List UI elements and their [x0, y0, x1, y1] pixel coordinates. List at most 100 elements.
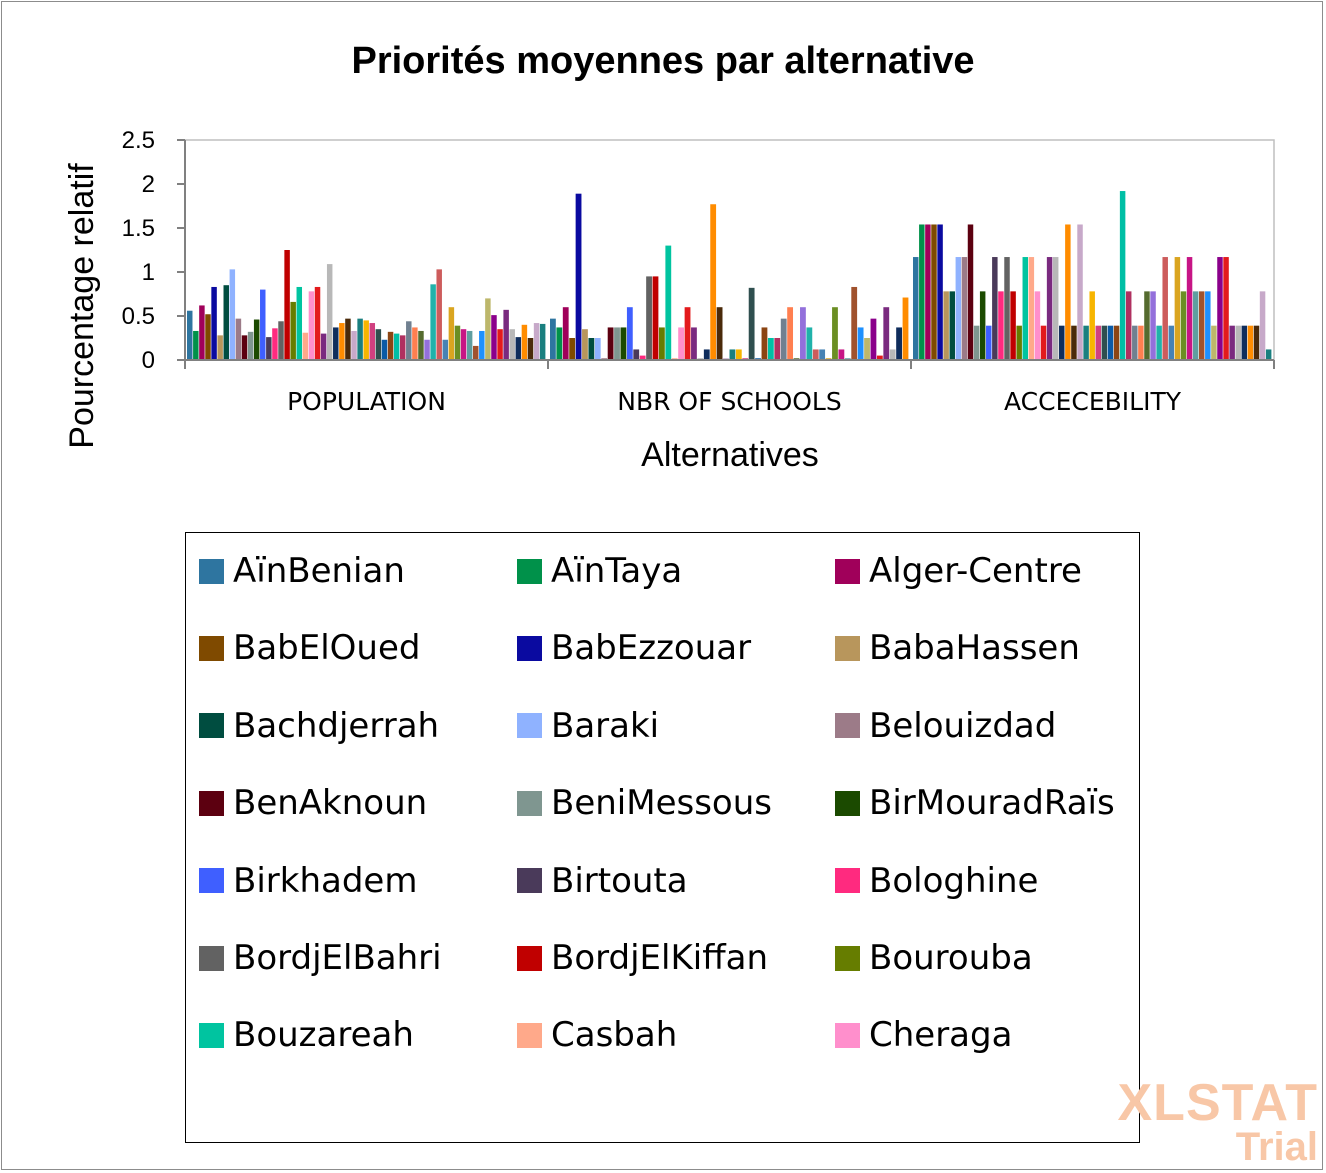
- bar-0-19: [302, 332, 309, 360]
- bar-2-2: [925, 224, 931, 360]
- bar-1-26: [716, 307, 723, 360]
- legend-label: Baraki: [551, 705, 660, 746]
- bar-1-36: [780, 318, 787, 360]
- bar-2-29: [1089, 291, 1095, 360]
- y-tick-label: 2: [142, 171, 155, 198]
- bar-0-13: [266, 337, 272, 360]
- bar-1-24: [703, 349, 710, 360]
- bar-1-29: [735, 349, 742, 360]
- bar-2-35: [1125, 291, 1132, 360]
- x-axis-ticks: POPULATION NBR OF SCHOOLS ACCECEBILITY: [184, 360, 1275, 416]
- bar-1-44: [832, 307, 838, 360]
- legend-item: BeniMessous: [517, 783, 772, 823]
- bar-2-56: [1253, 325, 1260, 360]
- bar-0-17: [290, 301, 296, 360]
- bar-2-21: [1040, 325, 1047, 360]
- legend-swatch: [199, 635, 224, 661]
- legend-item: BenAknoun: [199, 783, 427, 823]
- legend-label: BordjElBahri: [233, 938, 442, 978]
- bar-2-12: [986, 325, 992, 360]
- bar-1-21: [684, 307, 691, 360]
- legend-item: Birtouta: [517, 861, 688, 901]
- bar-1-49: [864, 338, 870, 360]
- bar-2-25: [1065, 224, 1071, 360]
- bar-0-42: [442, 339, 449, 360]
- bar-2-47: [1198, 291, 1205, 360]
- bar-0-38: [418, 330, 424, 360]
- bar-0-40: [430, 284, 436, 360]
- bar-1-55: [902, 297, 909, 360]
- bar-2-37: [1138, 325, 1144, 360]
- bar-1-14: [639, 355, 646, 360]
- legend-item: Bachdjerrah: [199, 706, 439, 746]
- bar-0-48: [479, 330, 485, 360]
- bar-2-46: [1192, 291, 1199, 360]
- bar-1-35: [774, 338, 781, 360]
- bar-1-52: [883, 307, 890, 360]
- bar-2-52: [1229, 325, 1235, 360]
- bar-1-37: [787, 307, 794, 360]
- bar-1-40: [806, 327, 813, 360]
- bar-0-50: [491, 315, 497, 360]
- bar-2-39: [1150, 291, 1156, 360]
- legend-swatch: [835, 790, 860, 816]
- legend-swatch: [199, 790, 224, 816]
- y-tick-label: 2.5: [122, 127, 155, 154]
- bar-1-31: [748, 287, 755, 360]
- bar-1-54: [896, 327, 902, 360]
- bar-1-4: [575, 193, 582, 360]
- bar-0-54: [515, 337, 522, 360]
- bar-0-8: [235, 318, 242, 360]
- legend-label: Alger-Centre: [869, 551, 1082, 591]
- bar-0-12: [260, 289, 266, 360]
- bar-2-38: [1144, 291, 1150, 360]
- bar-2-23: [1052, 257, 1059, 360]
- bar-0-33: [387, 331, 394, 360]
- legend-item: BabElOued: [199, 628, 420, 668]
- bar-2-3: [931, 224, 937, 360]
- bar-2-20: [1034, 291, 1041, 360]
- legend-label: BabElOued: [233, 628, 421, 669]
- bar-2-33: [1113, 325, 1120, 360]
- bar-2-28: [1083, 325, 1089, 360]
- bar-0-49: [485, 298, 491, 360]
- bar-0-26: [345, 318, 351, 360]
- bar-0-24: [333, 327, 339, 360]
- bar-0-34: [393, 333, 400, 360]
- bar-0-11: [253, 319, 260, 360]
- y-tick-label: 0: [142, 347, 155, 374]
- bar-2-45: [1186, 257, 1193, 360]
- xlstat-watermark: XLSTAT Trial: [1118, 1077, 1319, 1167]
- bar-2-53: [1235, 325, 1241, 360]
- bar-2-5: [943, 291, 949, 360]
- bar-2-55: [1247, 325, 1254, 360]
- bar-1-22: [691, 327, 697, 360]
- legend-item: BabaHassen: [835, 628, 1080, 668]
- bar-2-48: [1205, 291, 1211, 360]
- legend-item: Alger-Centre: [835, 551, 1082, 591]
- bar-1-15: [646, 276, 652, 360]
- bar-2-36: [1132, 325, 1138, 360]
- legend-label: Bachdjerrah: [233, 705, 440, 746]
- bar-0-43: [448, 307, 455, 360]
- bar-0-46: [466, 330, 473, 360]
- legend-item: Birkhadem: [199, 861, 417, 901]
- bar-2-7: [955, 257, 962, 360]
- bar-2-44: [1180, 291, 1187, 360]
- y-tick-label: 1: [142, 259, 155, 286]
- bar-1-39: [800, 307, 806, 360]
- bar-0-41: [436, 269, 442, 360]
- legend-item: Cheraga: [835, 1015, 1012, 1055]
- legend-item: BirMouradRaïs: [835, 783, 1115, 823]
- bar-1-9: [607, 327, 614, 360]
- y-tick-label: 1.5: [122, 215, 155, 242]
- bar-0-45: [460, 329, 467, 360]
- bar-0-37: [412, 327, 418, 360]
- bar-1-16: [652, 276, 659, 360]
- legend: AïnBenian AïnTaya Alger-Centre BabElOued Bab…: [185, 532, 1140, 1143]
- bar-2-40: [1156, 325, 1162, 360]
- legend-item: Bourouba: [835, 938, 1033, 978]
- legend-label: BirMouradRaïs: [869, 783, 1115, 824]
- watermark-brand: XLSTAT: [1117, 1074, 1318, 1132]
